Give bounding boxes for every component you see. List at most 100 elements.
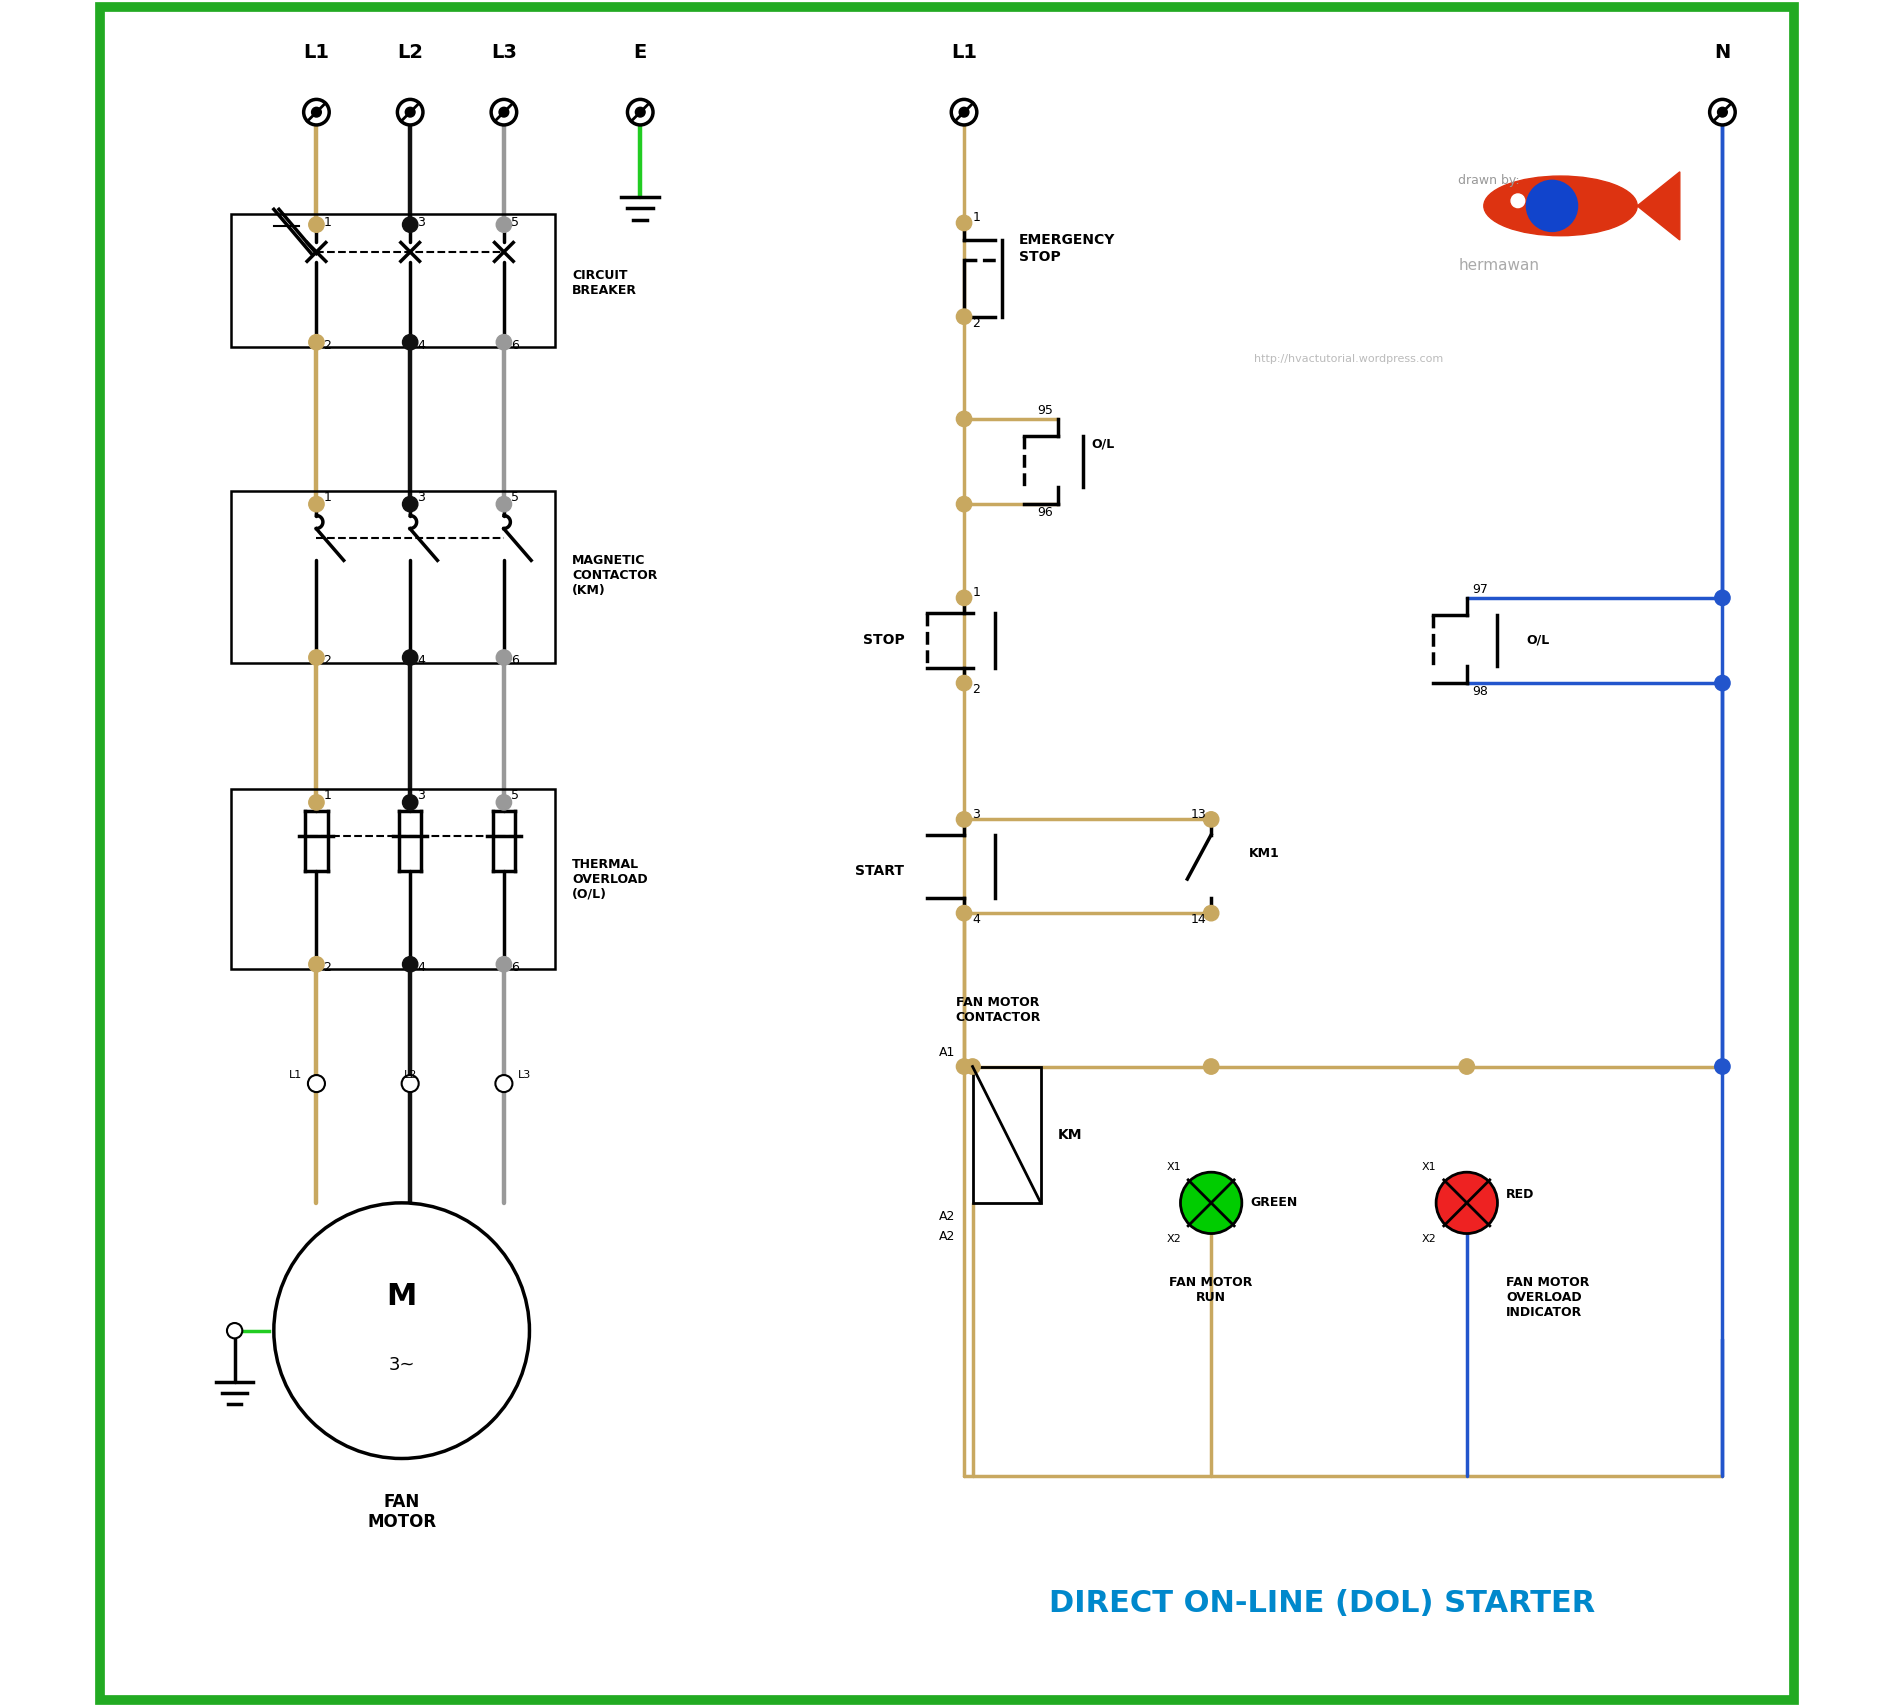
- Text: L2: L2: [403, 1070, 417, 1081]
- Text: GREEN: GREEN: [1250, 1197, 1297, 1209]
- Text: 95: 95: [1036, 405, 1053, 417]
- Text: L3: L3: [491, 43, 517, 61]
- Text: 6: 6: [511, 654, 519, 667]
- Circle shape: [309, 217, 324, 232]
- Bar: [972, 1067, 1040, 1203]
- Circle shape: [956, 1058, 972, 1074]
- Bar: [231, 789, 555, 970]
- Circle shape: [313, 108, 322, 118]
- Text: FAN MOTOR
OVERLOAD
INDICATOR: FAN MOTOR OVERLOAD INDICATOR: [1506, 1277, 1589, 1320]
- Circle shape: [956, 905, 972, 920]
- Text: L1: L1: [303, 43, 330, 61]
- Text: STOP: STOP: [862, 633, 905, 647]
- Circle shape: [403, 956, 419, 971]
- Ellipse shape: [1483, 176, 1636, 236]
- Circle shape: [956, 411, 972, 427]
- Text: 3: 3: [417, 492, 424, 504]
- Circle shape: [403, 217, 419, 232]
- Circle shape: [491, 99, 517, 125]
- Text: 97: 97: [1472, 582, 1489, 596]
- Circle shape: [275, 1203, 530, 1458]
- Circle shape: [964, 1058, 981, 1074]
- Text: hermawan: hermawan: [1458, 258, 1540, 273]
- Text: 2: 2: [324, 340, 331, 352]
- Circle shape: [398, 99, 422, 125]
- Circle shape: [303, 99, 330, 125]
- Bar: [231, 215, 555, 347]
- Text: L1: L1: [951, 43, 977, 61]
- Circle shape: [956, 591, 972, 606]
- Text: L1: L1: [290, 1070, 303, 1081]
- Circle shape: [951, 99, 977, 125]
- Circle shape: [496, 1075, 513, 1092]
- Circle shape: [403, 335, 419, 350]
- Text: 3: 3: [417, 217, 424, 229]
- Text: X1: X1: [1167, 1162, 1182, 1173]
- Text: A2: A2: [939, 1210, 955, 1222]
- Text: 5: 5: [511, 492, 519, 504]
- Circle shape: [1718, 108, 1727, 118]
- Text: 2: 2: [972, 318, 981, 329]
- Text: 4: 4: [417, 654, 424, 667]
- Text: 3: 3: [972, 807, 981, 821]
- Circle shape: [1714, 676, 1729, 691]
- Text: 6: 6: [511, 961, 519, 975]
- Text: M: M: [386, 1282, 417, 1311]
- Text: drawn by:: drawn by:: [1458, 174, 1519, 186]
- Circle shape: [309, 335, 324, 350]
- Circle shape: [402, 1075, 419, 1092]
- Text: 6: 6: [511, 340, 519, 352]
- Text: L3: L3: [517, 1070, 530, 1081]
- Text: FAN MOTOR
RUN: FAN MOTOR RUN: [1169, 1277, 1252, 1304]
- Text: http://hvactutorial.wordpress.com: http://hvactutorial.wordpress.com: [1254, 355, 1443, 364]
- Text: KM1: KM1: [1248, 847, 1280, 860]
- Text: EMERGENCY
STOP: EMERGENCY STOP: [1019, 234, 1116, 263]
- Text: 2: 2: [324, 961, 331, 975]
- Text: 98: 98: [1472, 685, 1489, 698]
- Text: A2: A2: [939, 1231, 955, 1243]
- Circle shape: [496, 650, 511, 666]
- Circle shape: [1436, 1173, 1498, 1234]
- Text: L2: L2: [398, 43, 422, 61]
- Circle shape: [1714, 591, 1729, 606]
- Text: 2: 2: [972, 683, 981, 696]
- Text: 5: 5: [511, 789, 519, 802]
- Text: O/L: O/L: [1091, 439, 1116, 451]
- Bar: [231, 490, 555, 662]
- Circle shape: [634, 108, 646, 118]
- Text: CIRCUIT
BREAKER: CIRCUIT BREAKER: [572, 268, 636, 297]
- Text: 1: 1: [324, 789, 331, 802]
- Text: 14: 14: [1189, 913, 1206, 927]
- Circle shape: [956, 215, 972, 230]
- Circle shape: [309, 650, 324, 666]
- Text: 5: 5: [511, 217, 519, 229]
- Circle shape: [496, 795, 511, 811]
- Ellipse shape: [1527, 181, 1578, 232]
- Text: 4: 4: [417, 340, 424, 352]
- Text: 96: 96: [1036, 507, 1053, 519]
- Circle shape: [405, 108, 415, 118]
- Text: START: START: [856, 864, 905, 877]
- Text: 2: 2: [324, 654, 331, 667]
- Circle shape: [403, 497, 419, 512]
- Circle shape: [1203, 905, 1220, 920]
- Circle shape: [956, 676, 972, 691]
- Circle shape: [1511, 195, 1525, 208]
- Circle shape: [309, 795, 324, 811]
- Circle shape: [1180, 1173, 1242, 1234]
- Text: DIRECT ON-LINE (DOL) STARTER: DIRECT ON-LINE (DOL) STARTER: [1049, 1589, 1595, 1618]
- Circle shape: [403, 650, 419, 666]
- Circle shape: [403, 795, 419, 811]
- Circle shape: [956, 309, 972, 324]
- Text: X2: X2: [1167, 1234, 1182, 1244]
- Circle shape: [309, 1075, 326, 1092]
- Polygon shape: [1636, 172, 1680, 241]
- Text: FAN
MOTOR: FAN MOTOR: [367, 1492, 436, 1531]
- Text: A1: A1: [939, 1046, 955, 1060]
- Circle shape: [496, 217, 511, 232]
- Text: THERMAL
OVERLOAD
(O/L): THERMAL OVERLOAD (O/L): [572, 857, 648, 901]
- Text: 1: 1: [324, 492, 331, 504]
- Circle shape: [956, 813, 972, 828]
- Text: X1: X1: [1422, 1162, 1438, 1173]
- Circle shape: [627, 99, 653, 125]
